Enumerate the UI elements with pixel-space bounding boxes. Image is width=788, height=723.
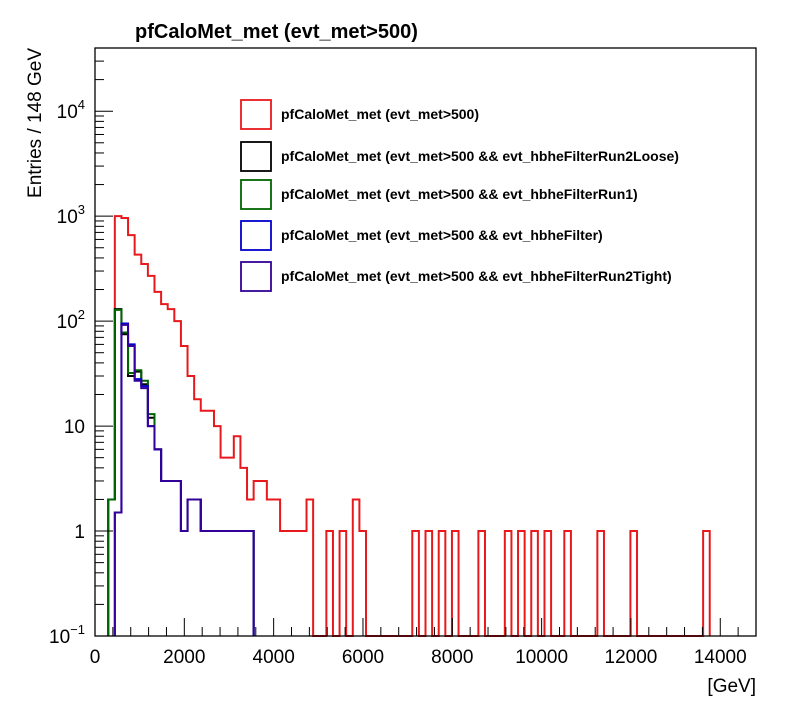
plot-frame [94,47,757,637]
x-tick-label: 10000 [515,647,568,668]
x-tick-label: 12000 [605,647,658,668]
x-tick-label: 4000 [253,647,295,668]
legend-label: pfCaloMet_met (evt_met>500 && evt_hbheFi… [281,268,672,284]
x-tick-label: 2000 [163,647,205,668]
y-axis-label: Entries / 148 GeV [25,48,46,198]
legend-swatch [240,99,272,130]
y-tick-label: 1 [74,522,85,543]
y-tick-label: 104 [57,97,85,123]
x-tick-label: 8000 [431,647,473,668]
legend-swatch [240,141,272,172]
y-tick-label: 103 [57,202,85,228]
y-axis: 10−1 1 10 102 103 104 [49,47,113,648]
y-tick-label: 102 [57,307,85,333]
series-line-5 [113,323,255,636]
x-tick-label: 6000 [342,647,384,668]
x-tick-label: 14000 [694,647,747,668]
x-tick-label: 0 [90,647,101,668]
legend-swatch [240,261,272,292]
y-tick-label: 10−1 [49,622,85,648]
x-axis: 0 2000 4000 6000 8000 10000 12000 14000 [90,618,757,668]
y-tick-label: 10 [64,417,85,438]
legend-label: pfCaloMet_met (evt_met>500) [281,106,479,122]
x-axis-label: [GeV] [707,676,756,697]
legend: pfCaloMet_met (evt_met>500) pfCaloMet_met… [240,99,679,292]
legend-swatch [240,220,272,251]
legend-label: pfCaloMet_met (evt_met>500 && evt_hbheFi… [281,186,638,202]
legend-label: pfCaloMet_met (evt_met>500 && evt_hbheFi… [281,227,603,243]
chart-title: pfCaloMet_met (evt_met>500) [135,21,418,43]
legend-label: pfCaloMet_met (evt_met>500 && evt_hbheFi… [281,148,679,164]
legend-swatch [240,179,272,210]
